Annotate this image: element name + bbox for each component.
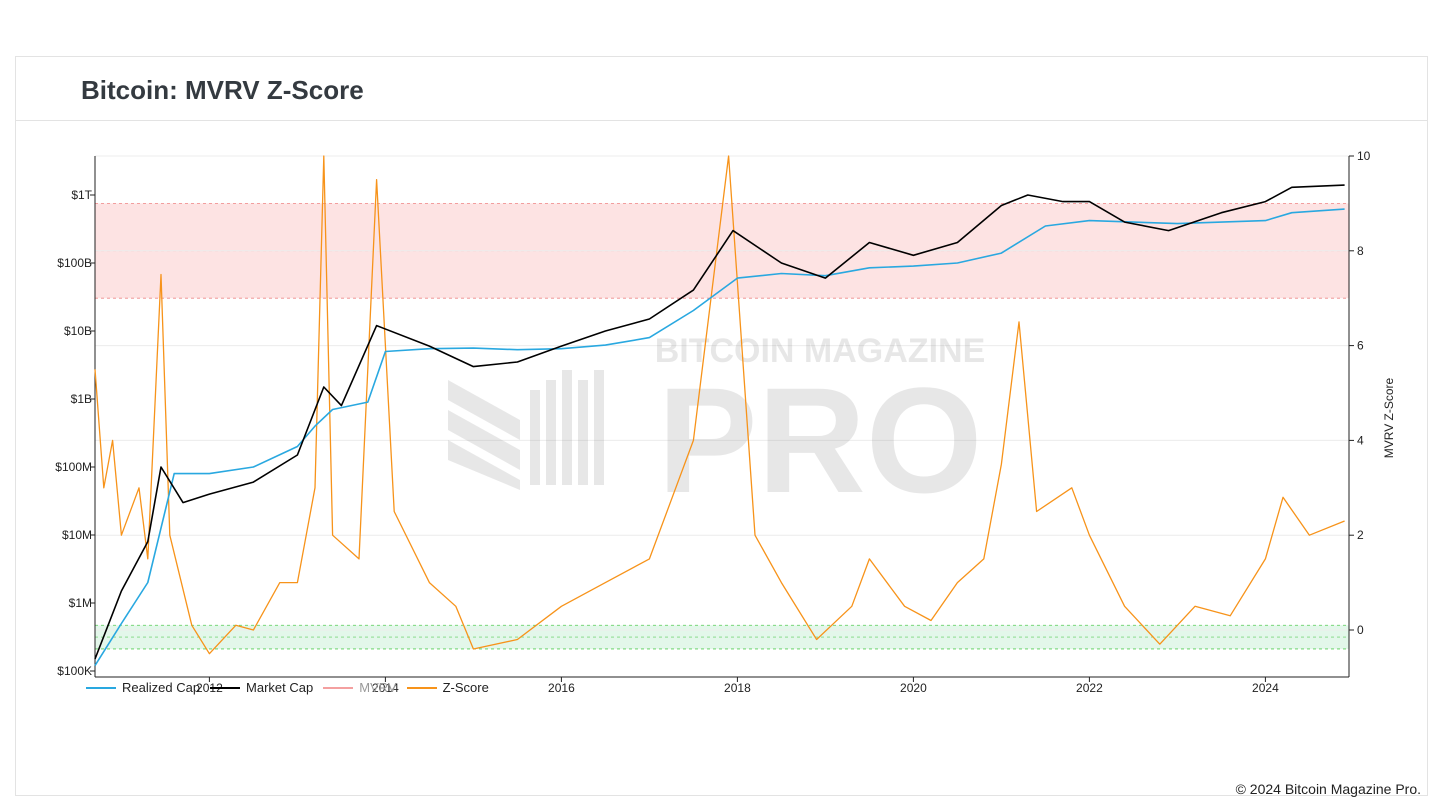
chart-title: Bitcoin: MVRV Z-Score: [81, 75, 364, 105]
watermark-line2: PRO: [657, 356, 982, 524]
y-right-tick-label-8: 8: [1357, 244, 1364, 258]
y-right-tick-label-4: 4: [1357, 433, 1364, 447]
legend-label: Z-Score: [442, 680, 489, 695]
legend-item-mvrv[interactable]: MVRV: [323, 680, 397, 695]
y-left-tick-label-6: $100B: [57, 256, 92, 270]
legend-label: Realized Cap: [122, 680, 201, 695]
copyright-footer: © 2024 Bitcoin Magazine Pro.: [1235, 781, 1421, 797]
y-left-tick-label-2: $10M: [62, 528, 92, 542]
y-left-tick-label-7: $1T: [71, 188, 92, 202]
y-right-tick-label-10: 10: [1357, 149, 1371, 163]
x-tick-label-2012: 2012: [196, 681, 223, 695]
y-right-tick-label-0: 0: [1357, 623, 1364, 637]
x-tick-label-2022: 2022: [1076, 681, 1103, 695]
z-score-line: [94, 155, 1345, 655]
tick-labels: 2012 2014 2016 2018 2020 2022 2024 $100K $1M $10M…: [55, 149, 1370, 695]
right-axis-label: MVRV Z-Score: [1382, 377, 1396, 458]
chart-legend: Realized Cap Market Cap MVRV Z-Score: [86, 680, 489, 695]
chart-header: Bitcoin: MVRV Z-Score: [16, 57, 1427, 121]
gridlines: [95, 155, 1349, 631]
legend-swatch: [86, 686, 116, 689]
y-right-tick-label-2: 2: [1357, 528, 1364, 542]
legend-item-market-cap[interactable]: Market Cap: [210, 680, 313, 695]
legend-swatch: [210, 686, 241, 689]
x-tick-label-2024: 2024: [1252, 681, 1279, 695]
watermark-logo-icon: [448, 370, 604, 490]
legend-label: Market Cap: [246, 680, 314, 695]
y-left-tick-label-3: $100M: [55, 460, 92, 474]
chart-card: Bitcoin: MVRV Z-Score: [15, 56, 1428, 796]
watermark-line1: BITCOIN MAGAZINE: [655, 332, 986, 370]
y-left-tick-label-4: $1B: [71, 392, 92, 406]
y-left-tick-label-1: $1M: [69, 596, 92, 610]
x-tick-label-2016: 2016: [548, 681, 575, 695]
series-lines: [94, 155, 1345, 667]
legend-swatch: [406, 686, 437, 689]
y-left-tick-label-0: $100K: [57, 664, 92, 678]
legend-label: MVRV: [359, 680, 397, 695]
legend-item-z-score[interactable]: Z-Score: [406, 680, 489, 695]
legend-item-realized-cap[interactable]: Realized Cap: [86, 680, 200, 695]
axes: [94, 156, 1350, 678]
y-right-tick-label-6: 6: [1357, 339, 1364, 353]
y-left-tick-label-5: $10B: [64, 324, 92, 338]
x-tick-label-2020: 2020: [900, 681, 927, 695]
x-tick-label-2018: 2018: [724, 681, 751, 695]
watermark: BITCOIN MAGAZINE PRO: [448, 332, 985, 524]
realized-cap-line: [94, 208, 1345, 667]
legend-swatch: [323, 686, 354, 689]
market-cap-line: [94, 184, 1345, 660]
x-tick-label-2014: 2014: [372, 681, 399, 695]
